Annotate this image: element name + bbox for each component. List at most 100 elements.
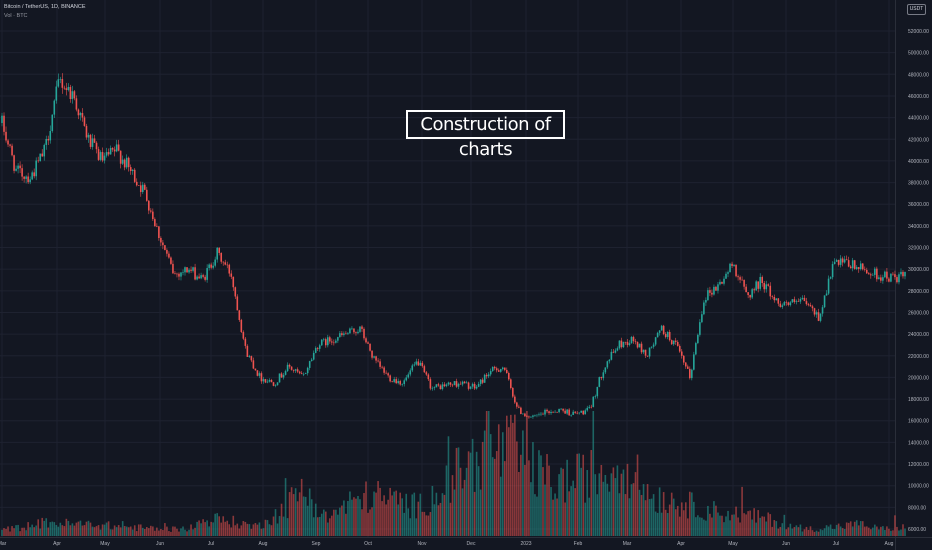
x-tick-label: Aug (885, 541, 894, 547)
volume-bar (580, 467, 583, 536)
volume-bar (781, 523, 784, 536)
volume-bar (849, 521, 852, 536)
volume-bar (248, 524, 251, 536)
candle-body (853, 260, 856, 269)
candle-body (865, 269, 868, 274)
volume-bar (534, 494, 536, 536)
candle-body (530, 416, 532, 418)
candle-body (857, 267, 860, 270)
volume-bar (741, 486, 743, 536)
candle-body (73, 91, 76, 99)
volume-bar (610, 473, 613, 536)
volume-bar (357, 496, 359, 536)
volume-bar (650, 498, 653, 536)
volume-bar (393, 491, 395, 536)
volume-bar (421, 511, 424, 536)
volume-bar (391, 495, 393, 536)
volume-bar (839, 526, 842, 536)
candle-body (296, 369, 299, 372)
volume-bar (27, 522, 29, 536)
candle-body (1, 115, 3, 124)
candle-body (214, 259, 216, 266)
volume-bar (47, 527, 50, 536)
volume-bar (216, 513, 218, 536)
candle-body (359, 326, 361, 332)
candle-body (779, 303, 782, 307)
candle-body (707, 290, 709, 301)
volume-bar (75, 522, 78, 536)
candle-body (825, 293, 828, 296)
candle-body (773, 296, 776, 301)
volume-bar (369, 509, 371, 536)
chart-annotation[interactable]: Construction of charts (406, 110, 565, 160)
candle-body (628, 343, 631, 345)
volume-bar (759, 517, 761, 536)
candle-body (280, 373, 283, 378)
volume-bar (799, 524, 802, 536)
volume-bar (487, 411, 490, 536)
volume-bar (41, 517, 44, 536)
volume-bar (139, 524, 142, 536)
volume-bar (31, 524, 33, 536)
candle-body (194, 267, 196, 280)
candle-body (300, 373, 303, 375)
candle-body (769, 285, 772, 297)
volume-bar (729, 520, 731, 536)
candle-body (829, 277, 832, 279)
volume-bar (244, 521, 247, 536)
candle-body (684, 362, 687, 367)
x-tick-label: May (100, 541, 110, 547)
volume-bar (143, 529, 146, 536)
candle-body (310, 359, 313, 362)
candle-body (208, 264, 210, 269)
volume-bar (95, 526, 98, 536)
volume-bar (614, 478, 617, 536)
volume-bar (23, 527, 25, 536)
volume-bar (19, 531, 21, 536)
candle-body (188, 269, 190, 273)
candle-body (304, 373, 307, 375)
volume-bar (214, 513, 216, 536)
volume-bar (387, 499, 389, 536)
candle-body (580, 410, 583, 413)
volume-bar (85, 521, 88, 536)
candle-body (357, 331, 359, 334)
volume-bar (586, 470, 589, 536)
volume-bar (865, 526, 868, 536)
volume-bar (146, 527, 148, 536)
volume-bar (288, 492, 291, 536)
volume-bar (520, 454, 522, 536)
volume-bar (646, 484, 649, 536)
volume-bar (17, 524, 19, 536)
candle-body (528, 416, 530, 418)
candle-body (45, 138, 48, 145)
y-tick-label: 52000.00 (908, 29, 929, 35)
candle-body (75, 98, 78, 110)
volume-bar (451, 475, 454, 536)
volume-bar (550, 487, 552, 536)
candle-body (226, 264, 229, 266)
candle-body (85, 125, 88, 138)
candle-body (180, 272, 182, 277)
volume-bar (898, 530, 900, 536)
candle-body (131, 169, 134, 172)
volume-bar (737, 517, 739, 536)
volume-bar (246, 523, 249, 536)
volume-bar (204, 522, 206, 536)
candle-body (562, 408, 564, 411)
candle-body (843, 259, 846, 263)
candle-body (841, 258, 844, 263)
candle-body (576, 412, 578, 414)
candle-body (735, 264, 737, 277)
candle-body (799, 299, 802, 302)
candle-body (81, 112, 84, 118)
candle-body (264, 379, 267, 383)
volume-bar (672, 498, 675, 536)
volume-bar (707, 505, 709, 536)
candle-body (809, 305, 812, 307)
volume-bar (115, 527, 118, 536)
volume-bar (892, 530, 894, 536)
currency-button[interactable]: USDT (907, 4, 926, 15)
volume-bar (668, 504, 671, 536)
